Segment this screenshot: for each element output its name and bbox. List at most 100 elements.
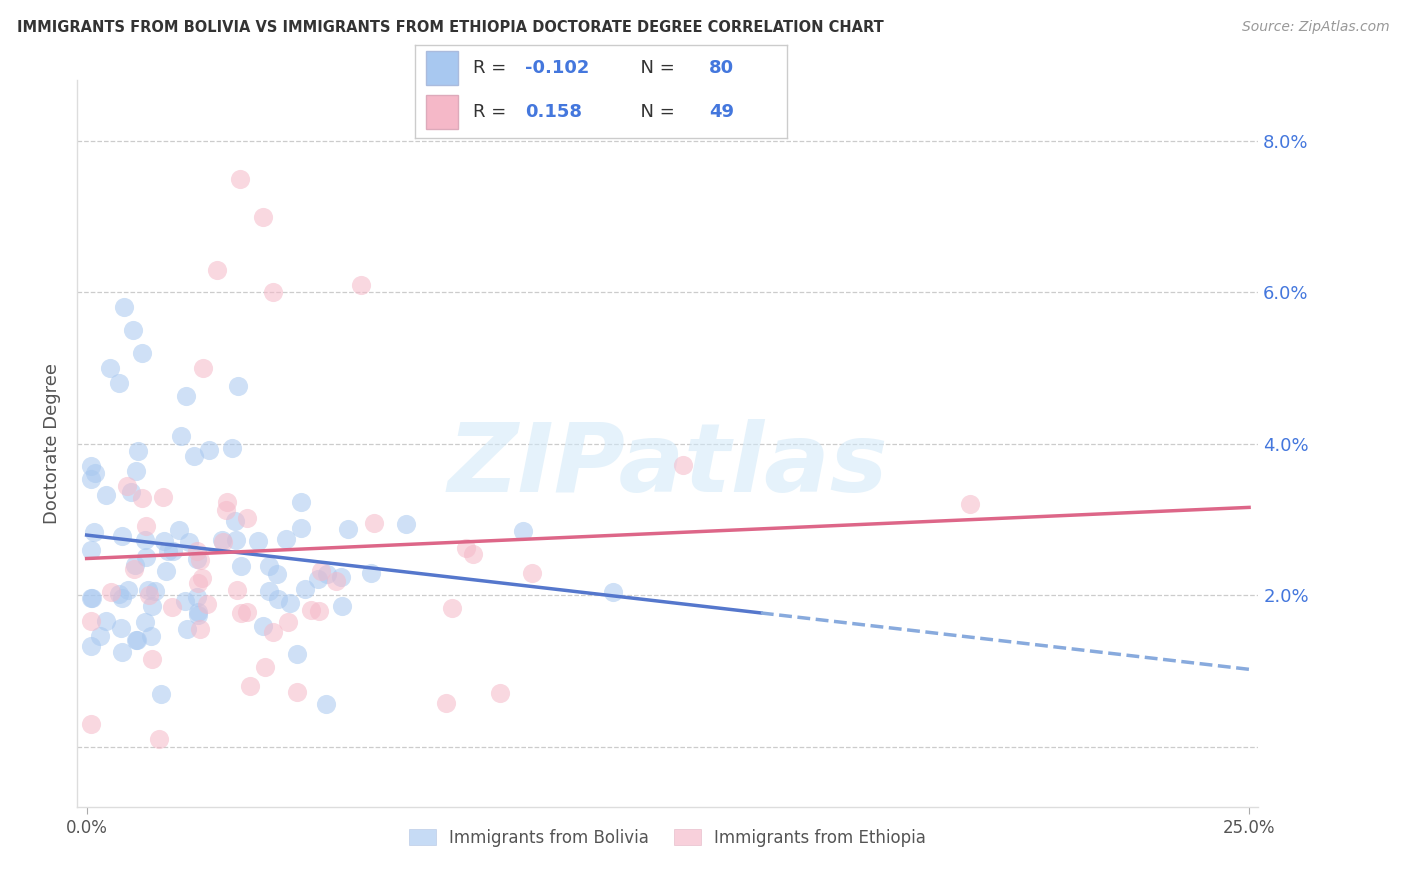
Point: [205, 262, 228, 277]
Point: [461, 547, 484, 561]
Point: [262, 285, 284, 300]
Point: [360, 566, 382, 581]
Point: [277, 615, 299, 629]
Point: [253, 659, 276, 673]
Point: [187, 575, 209, 590]
Point: [239, 679, 262, 693]
Point: [520, 566, 543, 580]
Point: [959, 497, 981, 511]
Text: N =: N =: [628, 103, 681, 120]
Point: [395, 516, 418, 531]
Point: [191, 571, 214, 585]
Point: [294, 582, 316, 597]
Point: [131, 491, 153, 505]
Point: [108, 586, 131, 600]
Point: [162, 544, 184, 558]
Point: [278, 596, 301, 610]
Point: [94, 487, 117, 501]
Point: [111, 591, 134, 606]
Point: [307, 573, 329, 587]
Point: [350, 278, 373, 293]
Point: [454, 541, 477, 555]
Point: [112, 301, 135, 315]
Point: [117, 582, 139, 597]
Text: -0.102: -0.102: [524, 59, 589, 77]
Point: [124, 558, 146, 573]
Point: [83, 466, 105, 480]
Point: [135, 549, 157, 564]
Bar: [426, 51, 457, 85]
Point: [259, 558, 281, 573]
Point: [115, 478, 138, 492]
Point: [267, 591, 290, 606]
Point: [111, 644, 134, 658]
Point: [125, 633, 148, 648]
Point: [211, 533, 233, 548]
Text: 0.158: 0.158: [524, 103, 582, 120]
Text: N =: N =: [628, 59, 681, 77]
Point: [211, 535, 233, 549]
Point: [100, 585, 122, 599]
Point: [315, 697, 337, 711]
Point: [111, 529, 134, 543]
Point: [80, 614, 103, 628]
Point: [512, 524, 534, 539]
Text: IMMIGRANTS FROM BOLIVIA VS IMMIGRANTS FROM ETHIOPIA DOCTORATE DEGREE CORRELATION: IMMIGRANTS FROM BOLIVIA VS IMMIGRANTS FR…: [17, 20, 883, 35]
Point: [285, 647, 308, 661]
Point: [262, 625, 284, 640]
Point: [252, 210, 274, 224]
Point: [156, 543, 179, 558]
Point: [135, 519, 157, 533]
Point: [221, 441, 243, 455]
Point: [82, 591, 104, 605]
Point: [89, 629, 111, 643]
Point: [311, 564, 333, 578]
Point: [155, 564, 177, 578]
Text: 49: 49: [709, 103, 734, 120]
Point: [149, 687, 172, 701]
Point: [266, 567, 288, 582]
Point: [139, 629, 162, 643]
Point: [120, 484, 142, 499]
Point: [153, 534, 176, 549]
Text: ZIPatlas: ZIPatlas: [447, 419, 889, 512]
Point: [224, 514, 246, 528]
Point: [330, 599, 353, 613]
Point: [215, 495, 238, 509]
Point: [602, 585, 624, 599]
Point: [148, 732, 170, 747]
Legend: Immigrants from Bolivia, Immigrants from Ethiopia: Immigrants from Bolivia, Immigrants from…: [402, 822, 934, 854]
Point: [143, 584, 166, 599]
Point: [160, 599, 183, 614]
Point: [80, 591, 103, 605]
Point: [257, 584, 280, 599]
Text: R =: R =: [472, 59, 512, 77]
Point: [252, 619, 274, 633]
Y-axis label: Doctorate Degree: Doctorate Degree: [42, 363, 60, 524]
Point: [228, 379, 250, 393]
Point: [186, 544, 208, 558]
Point: [308, 604, 330, 618]
Point: [110, 621, 132, 635]
Point: [127, 633, 149, 648]
Point: [141, 599, 163, 614]
Text: Source: ZipAtlas.com: Source: ZipAtlas.com: [1241, 20, 1389, 34]
Point: [80, 717, 103, 731]
Point: [170, 429, 193, 443]
Point: [274, 532, 297, 546]
Point: [214, 503, 236, 517]
Point: [290, 494, 312, 508]
Point: [195, 597, 218, 611]
Point: [488, 686, 510, 700]
Point: [225, 533, 247, 547]
Point: [138, 588, 160, 602]
Point: [80, 458, 103, 473]
Point: [108, 376, 131, 391]
Point: [336, 522, 359, 536]
Point: [174, 389, 197, 403]
Point: [152, 490, 174, 504]
Point: [191, 361, 214, 376]
Bar: [426, 95, 457, 129]
Point: [136, 582, 159, 597]
Point: [198, 442, 221, 457]
